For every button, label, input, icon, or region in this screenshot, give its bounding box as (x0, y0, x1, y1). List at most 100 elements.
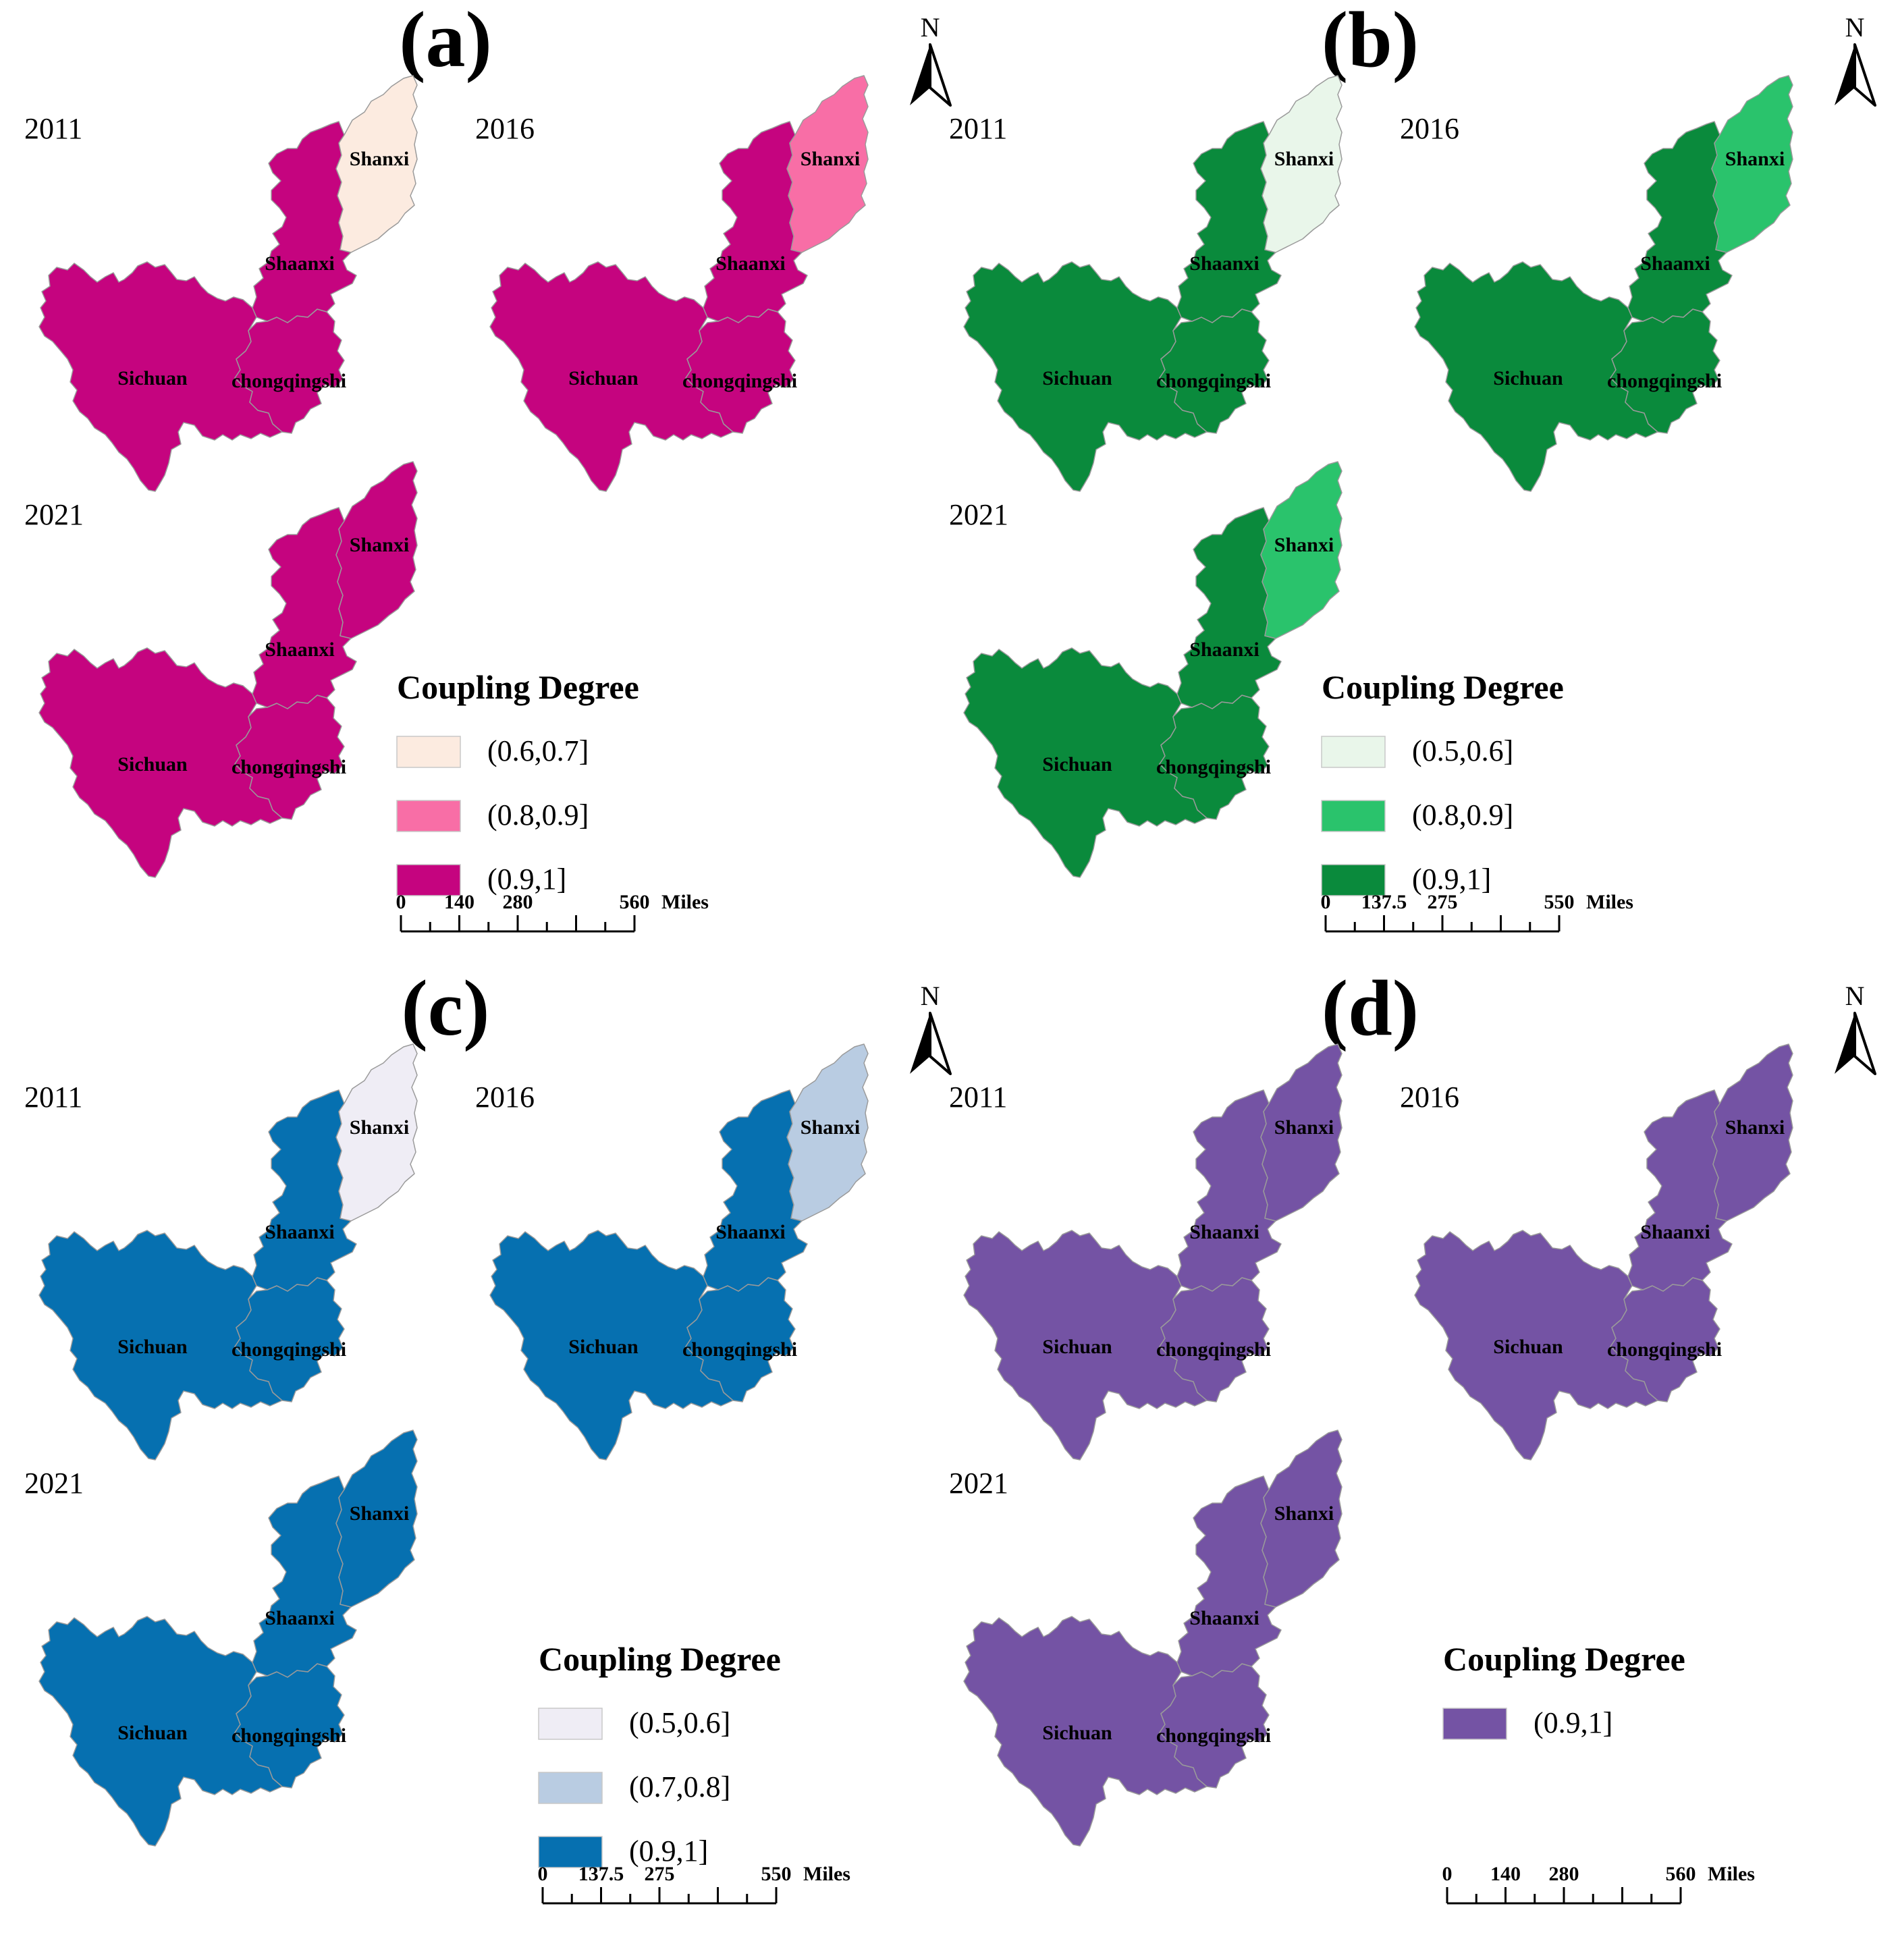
scale-tick-label: 137.5 (1361, 891, 1407, 913)
region-label-shaanxi: Shaanxi (1189, 638, 1259, 661)
scale-unit-label: Miles (1708, 1863, 1755, 1885)
region-label-shaanxi: Shaanxi (715, 1221, 785, 1243)
region-label-shaanxi: Shaanxi (715, 252, 785, 275)
legend-label: (0.9,1] (1412, 863, 1491, 896)
region-label-sichuan: Sichuan (117, 753, 188, 775)
map-panel: (a) N 2011 Sichuan chongqingshi Shaanxi Shanxi… (24, 0, 952, 933)
region-label-shaanxi: Shaanxi (265, 638, 334, 661)
region-label-sichuan: Sichuan (1042, 1336, 1112, 1358)
scale-tick-label: 280 (1549, 1863, 1579, 1885)
region-label-shaanxi: Shaanxi (265, 1221, 334, 1243)
scale-end-label: 550 (1544, 891, 1575, 913)
legend-title: Coupling Degree (397, 668, 639, 706)
year-map: 2021 Sichuan chongqingshi Shaanxi Shanxi (24, 1430, 418, 1847)
region-label-sichuan: Sichuan (1042, 367, 1112, 389)
year-label: 2021 (949, 498, 1008, 531)
year-label: 2011 (949, 1081, 1007, 1114)
legend-swatch (538, 1772, 603, 1804)
legend-swatch (1321, 864, 1386, 896)
scale-tick-label: 140 (1490, 1863, 1521, 1885)
region-label-chongqing: chongqingshi (232, 1724, 346, 1747)
region-label-sichuan: Sichuan (1493, 1336, 1563, 1358)
region-label-chongqing: chongqingshi (1156, 370, 1271, 392)
legend: Coupling Degree (0.5,0.6] (0.8,0.9] (0.9,1] (1321, 668, 1564, 896)
legend-label: (0.7,0.8] (629, 1770, 730, 1803)
panel-label: (a) (399, 0, 492, 84)
region-label-sichuan: Sichuan (1042, 1722, 1112, 1744)
scale-bar: 0 137.5 275 550 Miles (538, 1863, 850, 1905)
region-label-shanxi: Shanxi (1274, 148, 1334, 170)
legend-title: Coupling Degree (539, 1640, 781, 1678)
scale-tick-label: 0 (1442, 1863, 1453, 1885)
legend-swatch (1442, 1708, 1507, 1740)
region-label-chongqing: chongqingshi (1607, 370, 1722, 392)
region-label-chongqing: chongqingshi (682, 1338, 797, 1361)
region-label-chongqing: chongqingshi (232, 370, 346, 392)
region-label-sichuan: Sichuan (568, 1336, 639, 1358)
legend-label: (0.8,0.9] (1412, 798, 1513, 832)
region-label-shanxi: Shanxi (801, 148, 860, 170)
scale-tick-label: 0 (396, 891, 406, 913)
legend-label: (0.9,1] (1534, 1706, 1612, 1739)
year-map: 2016 Sichuan chongqingshi Shaanxi Shanxi (1400, 75, 1793, 492)
north-arrow-icon: N (1835, 981, 1876, 1075)
year-label: 2011 (949, 112, 1007, 145)
scale-unit-label: Miles (1586, 891, 1633, 913)
year-label: 2016 (1400, 1081, 1459, 1114)
region-label-chongqing: chongqingshi (232, 756, 346, 778)
scale-end-label: 560 (620, 891, 650, 913)
legend-label: (0.9,1] (487, 863, 566, 896)
region-label-sichuan: Sichuan (1493, 367, 1563, 389)
year-map: 2016 Sichuan chongqingshi Shaanxi Shanxi (475, 1043, 869, 1461)
legend-swatch (1321, 736, 1386, 768)
legend-label: (0.8,0.9] (487, 798, 589, 832)
year-map: 2021 Sichuan chongqingshi Shaanxi Shanxi (949, 1430, 1343, 1847)
legend-title: Coupling Degree (1322, 668, 1564, 706)
region-label-shanxi: Shanxi (350, 1116, 409, 1139)
region-label-chongqing: chongqingshi (1607, 1338, 1722, 1361)
map-panel: (b) N 2011 Sichuan chongqingshi Shaanxi Shanxi… (949, 0, 1876, 933)
scale-tick-label: 137.5 (578, 1863, 624, 1885)
panel-label: (d) (1322, 964, 1419, 1052)
scale-bar: 0 140 280 560 Miles (396, 891, 709, 933)
year-map: 2011 Sichuan chongqingshi Shaanxi Shanxi (949, 1043, 1343, 1461)
legend-swatch (538, 1836, 603, 1868)
region-label-sichuan: Sichuan (117, 1722, 188, 1744)
region-label-shaanxi: Shaanxi (1189, 1607, 1259, 1629)
region-label-shaanxi: Shaanxi (1640, 252, 1710, 275)
legend-label: (0.5,0.6] (1412, 734, 1513, 767)
legend-title: Coupling Degree (1443, 1640, 1685, 1678)
region-label-shaanxi: Shaanxi (1640, 1221, 1710, 1243)
year-map: 2011 Sichuan chongqingshi Shaanxi Shanxi (24, 1043, 418, 1461)
region-label-sichuan: Sichuan (117, 367, 188, 389)
region-label-sichuan: Sichuan (568, 367, 639, 389)
region-label-sichuan: Sichuan (117, 1336, 188, 1358)
scale-unit-label: Miles (803, 1863, 850, 1885)
year-label: 2016 (475, 112, 535, 145)
scale-tick-label: 275 (1428, 891, 1458, 913)
year-label: 2021 (24, 1467, 84, 1500)
north-arrow-icon: N (910, 12, 952, 107)
region-label-chongqing: chongqingshi (1156, 1338, 1271, 1361)
legend-label: (0.5,0.6] (629, 1706, 730, 1739)
year-label: 2011 (24, 112, 82, 145)
year-map: 2011 Sichuan chongqingshi Shaanxi Shanxi (24, 75, 418, 492)
legend-label: (0.9,1] (629, 1834, 708, 1868)
legend-swatch (1321, 800, 1386, 832)
panel-label: (c) (402, 964, 490, 1052)
year-map: 2016 Sichuan chongqingshi Shaanxi Shanxi (1400, 1043, 1793, 1461)
north-arrow-icon: N (910, 981, 952, 1075)
legend: Coupling Degree (0.6,0.7] (0.8,0.9] (0.9,1] (396, 668, 639, 896)
map-panel: (d) N 2011 Sichuan chongqingshi Shaanxi Shanxi… (949, 964, 1876, 1905)
region-label-shaanxi: Shaanxi (265, 252, 334, 275)
year-map: 2021 Sichuan chongqingshi Shaanxi Shanxi (949, 461, 1343, 878)
scale-end-label: 550 (761, 1863, 792, 1885)
scale-end-label: 560 (1666, 1863, 1696, 1885)
region-label-chongqing: chongqingshi (1156, 756, 1271, 778)
region-label-shaanxi: Shaanxi (265, 1607, 334, 1629)
north-label: N (1845, 12, 1865, 43)
scale-tick-label: 280 (503, 891, 533, 913)
north-label: N (921, 981, 940, 1011)
year-label: 2016 (475, 1081, 535, 1114)
